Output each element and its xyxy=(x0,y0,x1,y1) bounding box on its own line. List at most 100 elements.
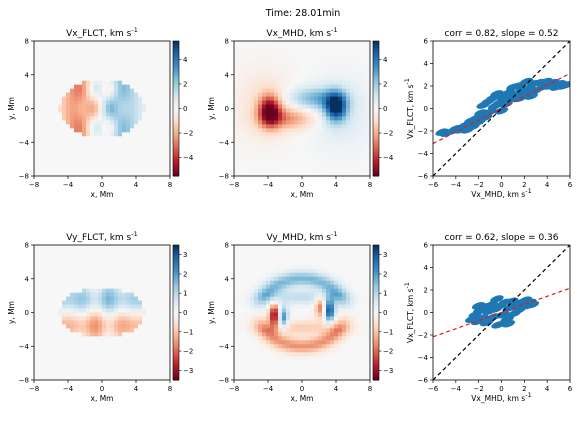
heatmap-cell xyxy=(158,96,163,101)
heatmap-cell xyxy=(138,64,143,70)
heatmap-cell xyxy=(238,168,243,173)
heatmap-cell xyxy=(38,92,43,97)
heatmap-cell xyxy=(274,344,279,349)
heatmap-cell xyxy=(106,376,111,381)
heatmap-cell xyxy=(86,156,91,161)
heatmap-cell xyxy=(50,124,55,129)
heatmap-cell xyxy=(266,116,271,121)
heatmap-cell xyxy=(90,248,95,254)
heatmap-cell xyxy=(254,164,259,169)
heatmap-cell xyxy=(254,308,259,313)
heatmap-cell xyxy=(242,308,247,313)
colorbar-segment xyxy=(373,285,379,290)
heatmap-cell xyxy=(122,268,127,274)
heatmap-cell xyxy=(126,356,131,361)
heatmap-cell xyxy=(134,260,139,266)
heatmap-cell xyxy=(58,148,63,153)
heatmap-cell xyxy=(98,292,103,298)
heatmap-cell xyxy=(302,280,307,286)
heatmap-cell xyxy=(118,160,123,165)
heatmap-cell xyxy=(314,264,319,270)
heatmap-cell xyxy=(42,116,47,121)
heatmap-cell xyxy=(58,340,63,345)
heatmap-cell xyxy=(342,44,347,50)
heatmap-cell xyxy=(366,352,371,357)
heatmap-cell xyxy=(274,256,279,262)
heatmap-cell xyxy=(338,52,343,58)
heatmap-cell xyxy=(290,256,295,262)
heatmap-cell xyxy=(262,364,267,369)
heatmap-cell xyxy=(334,172,339,177)
heatmap-cell xyxy=(86,104,91,109)
heatmap-cell xyxy=(298,72,303,78)
heatmap-cell xyxy=(50,68,55,74)
heatmap-cell xyxy=(58,368,63,373)
heatmap-cell xyxy=(354,140,359,145)
heatmap-cell xyxy=(110,84,115,90)
heatmap-cell xyxy=(122,68,127,74)
heatmap-cell xyxy=(286,248,291,254)
colorbar-segment xyxy=(173,108,179,113)
heatmap-cell xyxy=(282,368,287,373)
heatmap-cell xyxy=(46,272,51,278)
heatmap-cell xyxy=(46,312,51,317)
heatmap-cell xyxy=(318,168,323,173)
heatmap-cell xyxy=(82,356,87,361)
heatmap-cell xyxy=(74,120,79,125)
heatmap-cell xyxy=(130,56,135,62)
heatmap-cell xyxy=(50,312,55,317)
heatmap-cell xyxy=(298,84,303,90)
heatmap-cell xyxy=(354,136,359,141)
heatmap-cell xyxy=(250,304,255,309)
heatmap-cell xyxy=(62,372,67,377)
heatmap-cell xyxy=(362,68,367,74)
heatmap-cell xyxy=(138,332,143,337)
heatmap-cell xyxy=(306,372,311,377)
heatmap-cell xyxy=(142,132,147,137)
heatmap-cell xyxy=(98,252,103,258)
heatmap-cell xyxy=(330,264,335,270)
heatmap-cell xyxy=(38,360,43,365)
heatmap-cell xyxy=(318,292,323,298)
heatmap-cell xyxy=(286,124,291,129)
heatmap-cell xyxy=(246,116,251,121)
heatmap-cell xyxy=(118,124,123,129)
heatmap-cell xyxy=(74,124,79,129)
heatmap-cell xyxy=(294,312,299,317)
heatmap-cell xyxy=(362,368,367,373)
heatmap-cell xyxy=(286,108,291,113)
heatmap-cell xyxy=(362,140,367,145)
heatmap-cell xyxy=(42,352,47,357)
heatmap-cell xyxy=(262,292,267,298)
heatmap-cell xyxy=(254,160,259,165)
heatmap-cell xyxy=(246,368,251,373)
heatmap-cell xyxy=(318,80,323,86)
heatmap-cell xyxy=(94,136,99,141)
x-tick-label: 4 xyxy=(545,181,550,189)
heatmap-cell xyxy=(114,248,119,254)
heatmap-cell xyxy=(238,48,243,54)
scatter-points xyxy=(433,41,570,176)
colorbar-segment xyxy=(373,115,379,120)
heatmap-cell xyxy=(54,356,59,361)
heatmap-cell xyxy=(142,340,147,345)
heatmap-cell xyxy=(326,72,331,78)
scatter-point xyxy=(494,107,509,115)
heatmap-cell xyxy=(298,148,303,153)
heatmap-cell xyxy=(130,324,135,329)
heatmap-cell xyxy=(94,300,99,305)
heatmap-cell xyxy=(110,68,115,74)
heatmap-cell xyxy=(62,268,67,274)
heatmap-cell xyxy=(50,120,55,125)
heatmap-cell xyxy=(262,152,267,157)
heatmap-cell xyxy=(154,364,159,369)
heatmap-cell xyxy=(154,248,159,254)
heatmap-cell xyxy=(350,64,355,70)
heatmap-cell xyxy=(366,80,371,86)
heatmap-cell xyxy=(274,120,279,125)
heatmap-cell xyxy=(82,164,87,169)
heatmap-cell xyxy=(314,172,319,177)
heatmap-cell xyxy=(58,376,63,381)
heatmap-cell xyxy=(334,148,339,153)
heatmap-cell xyxy=(298,304,303,309)
